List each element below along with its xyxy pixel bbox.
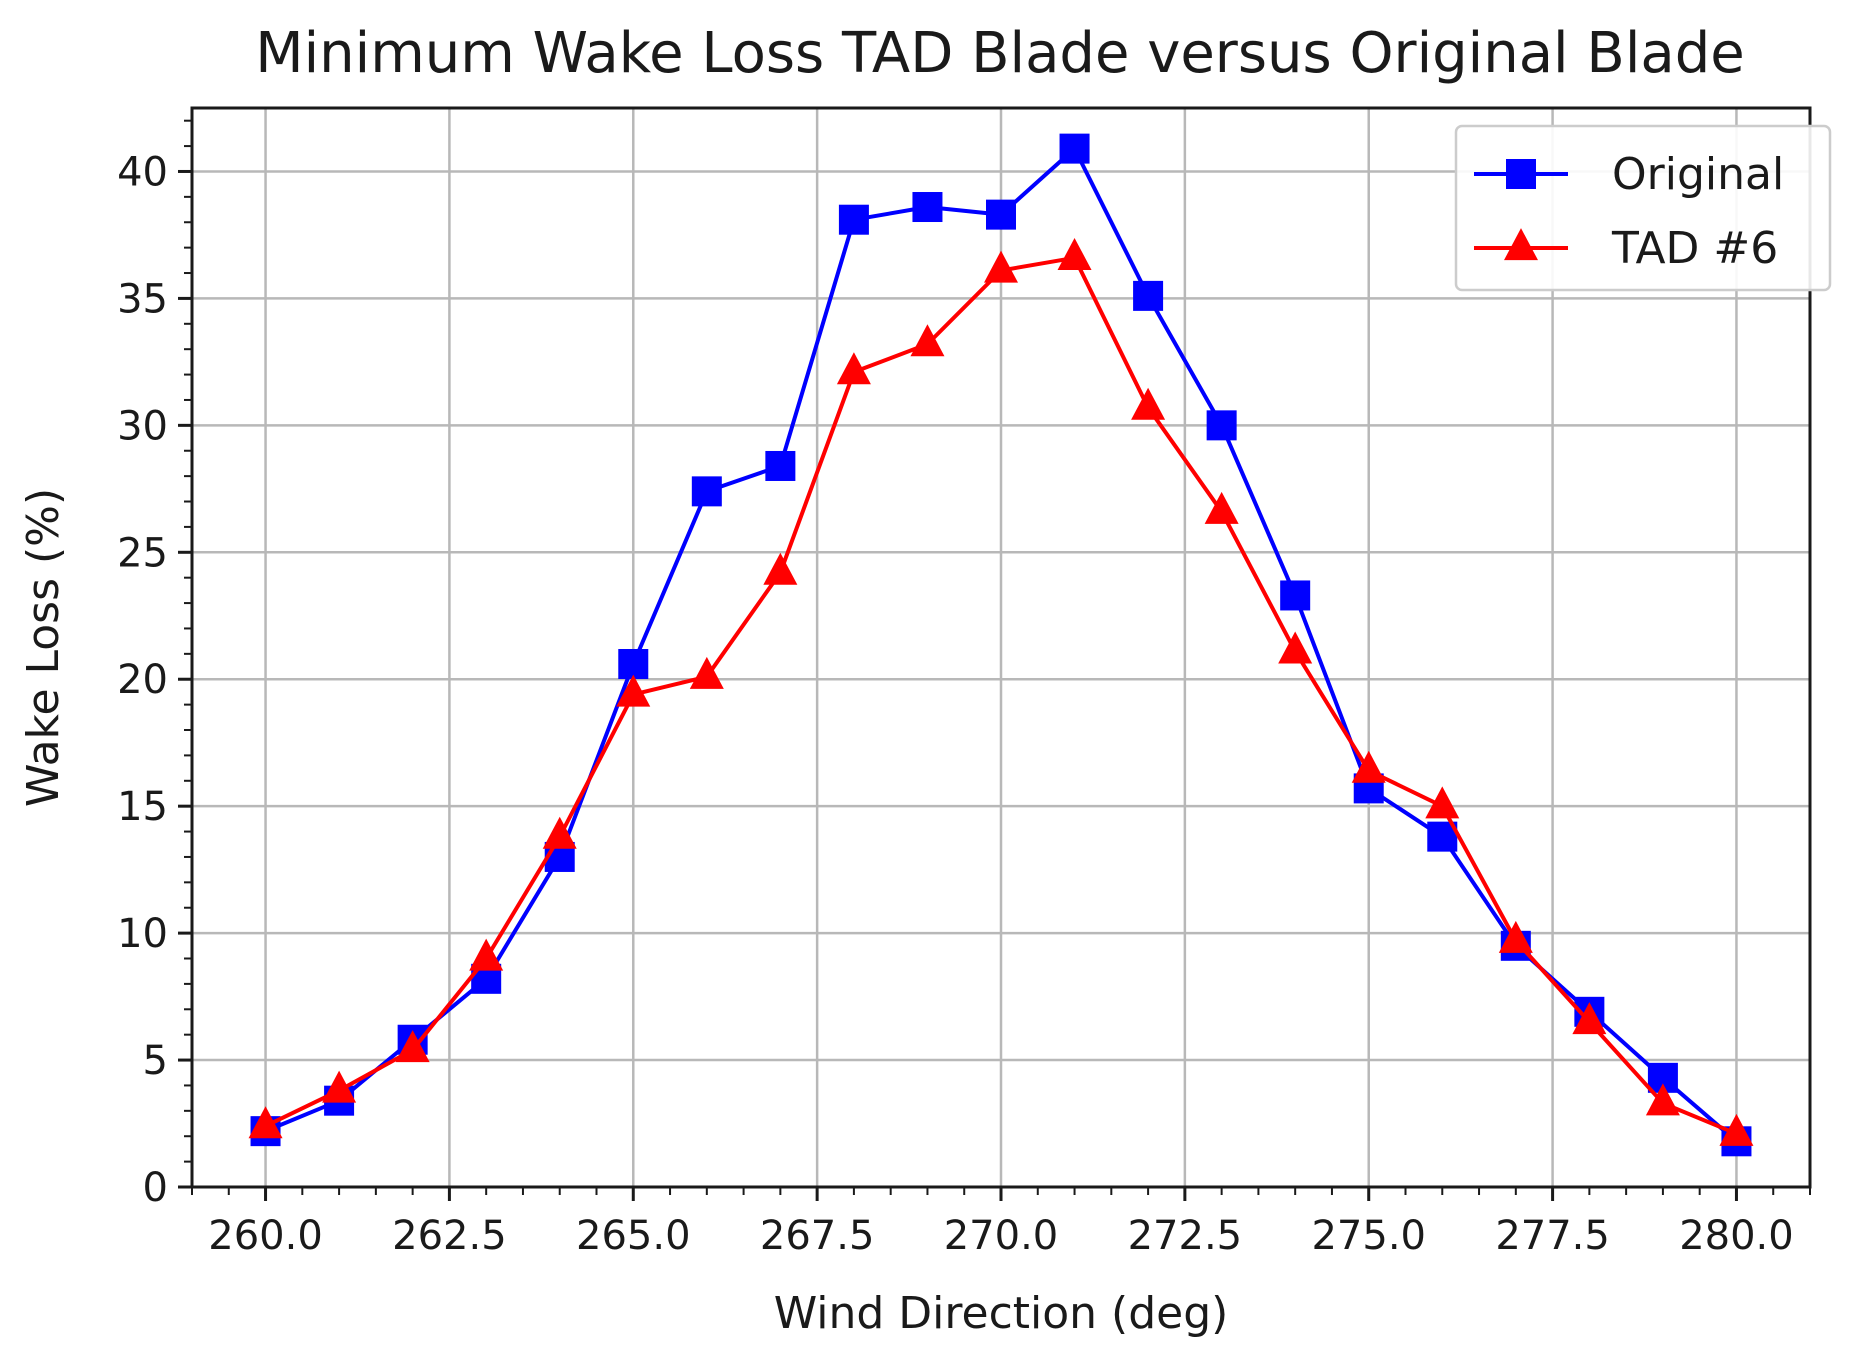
y-tick-label: 30 [117,403,168,449]
data-point-tad-6 [1425,786,1460,819]
x-tick-label: 265.0 [576,1213,691,1259]
x-tick-label: 272.5 [1128,1213,1243,1259]
data-point-tad-6 [248,1106,283,1139]
series [248,133,1754,1157]
data-point-tad-6 [1131,387,1166,420]
data-point-tad-6 [1645,1083,1680,1116]
data-point-tad-6 [836,352,871,385]
y-tick-label: 10 [117,911,168,957]
data-point-tad-6 [910,324,945,357]
x-tick-label: 280.0 [1679,1213,1794,1259]
data-point-tad-6 [322,1070,357,1103]
data-point-tad-6 [542,816,577,849]
data-point-original [765,450,796,481]
legend: Original TAD #6 [1454,124,1832,292]
data-point-original [912,192,943,223]
x-tick-label: 275.0 [1311,1213,1426,1259]
grid [192,108,1810,1189]
data-point-tad-6 [1719,1113,1754,1146]
series-tad-6 [248,237,1754,1146]
legend-label-tad-6: TAD #6 [1611,223,1778,274]
data-point-tad-6 [1204,491,1239,524]
data-point-tad-6 [689,656,724,689]
x-tick-label: 277.5 [1495,1213,1610,1259]
data-point-original [1133,280,1164,311]
y-tick-label: 20 [117,657,168,703]
data-point-tad-6 [1351,750,1386,783]
axes: 260.0 262.5 265.0 267.5 270.0 272.5 275.0 277.5… [117,106,1812,1259]
plot-frame [190,106,1812,1189]
data-point-original [618,649,649,680]
data-point-tad-6 [1057,237,1092,270]
y-tick-label: 15 [117,784,168,830]
x-tick-label: 262.5 [392,1213,507,1259]
y-tick-label: 0 [143,1165,168,1211]
data-point-tad-6 [469,938,504,971]
x-tick-label: 270.0 [944,1213,1059,1259]
data-point-original [1059,133,1090,164]
series-original [250,133,1752,1157]
data-point-original [1206,410,1237,441]
legend-marker-tad-6 [1504,228,1538,261]
x-tick-label: 260.0 [208,1213,323,1259]
x-tick-label: 267.5 [760,1213,875,1259]
data-point-tad-6 [395,1030,430,1063]
data-point-original [838,204,869,235]
chart-title: Minimum Wake Loss TAD Blade versus Origi… [255,21,1744,86]
y-tick-label: 25 [117,530,168,576]
data-point-tad-6 [1572,1002,1607,1035]
x-axis-label: Wind Direction (deg) [774,1288,1229,1339]
y-axis-label: Wake Loss (%) [18,488,69,807]
legend-label-original: Original [1612,149,1784,200]
data-point-original [1280,580,1311,611]
y-tick-label: 40 [117,149,168,195]
data-point-tad-6 [984,250,1018,283]
y-tick-label: 35 [117,276,168,322]
data-point-tad-6 [763,552,798,585]
data-point-tad-6 [1498,920,1533,953]
data-point-tad-6 [1278,631,1313,664]
data-point-original [986,199,1016,230]
y-tick-label: 5 [143,1038,168,1084]
data-point-tad-6 [616,674,651,707]
legend-marker-original [1506,159,1536,189]
data-point-original [691,476,722,507]
